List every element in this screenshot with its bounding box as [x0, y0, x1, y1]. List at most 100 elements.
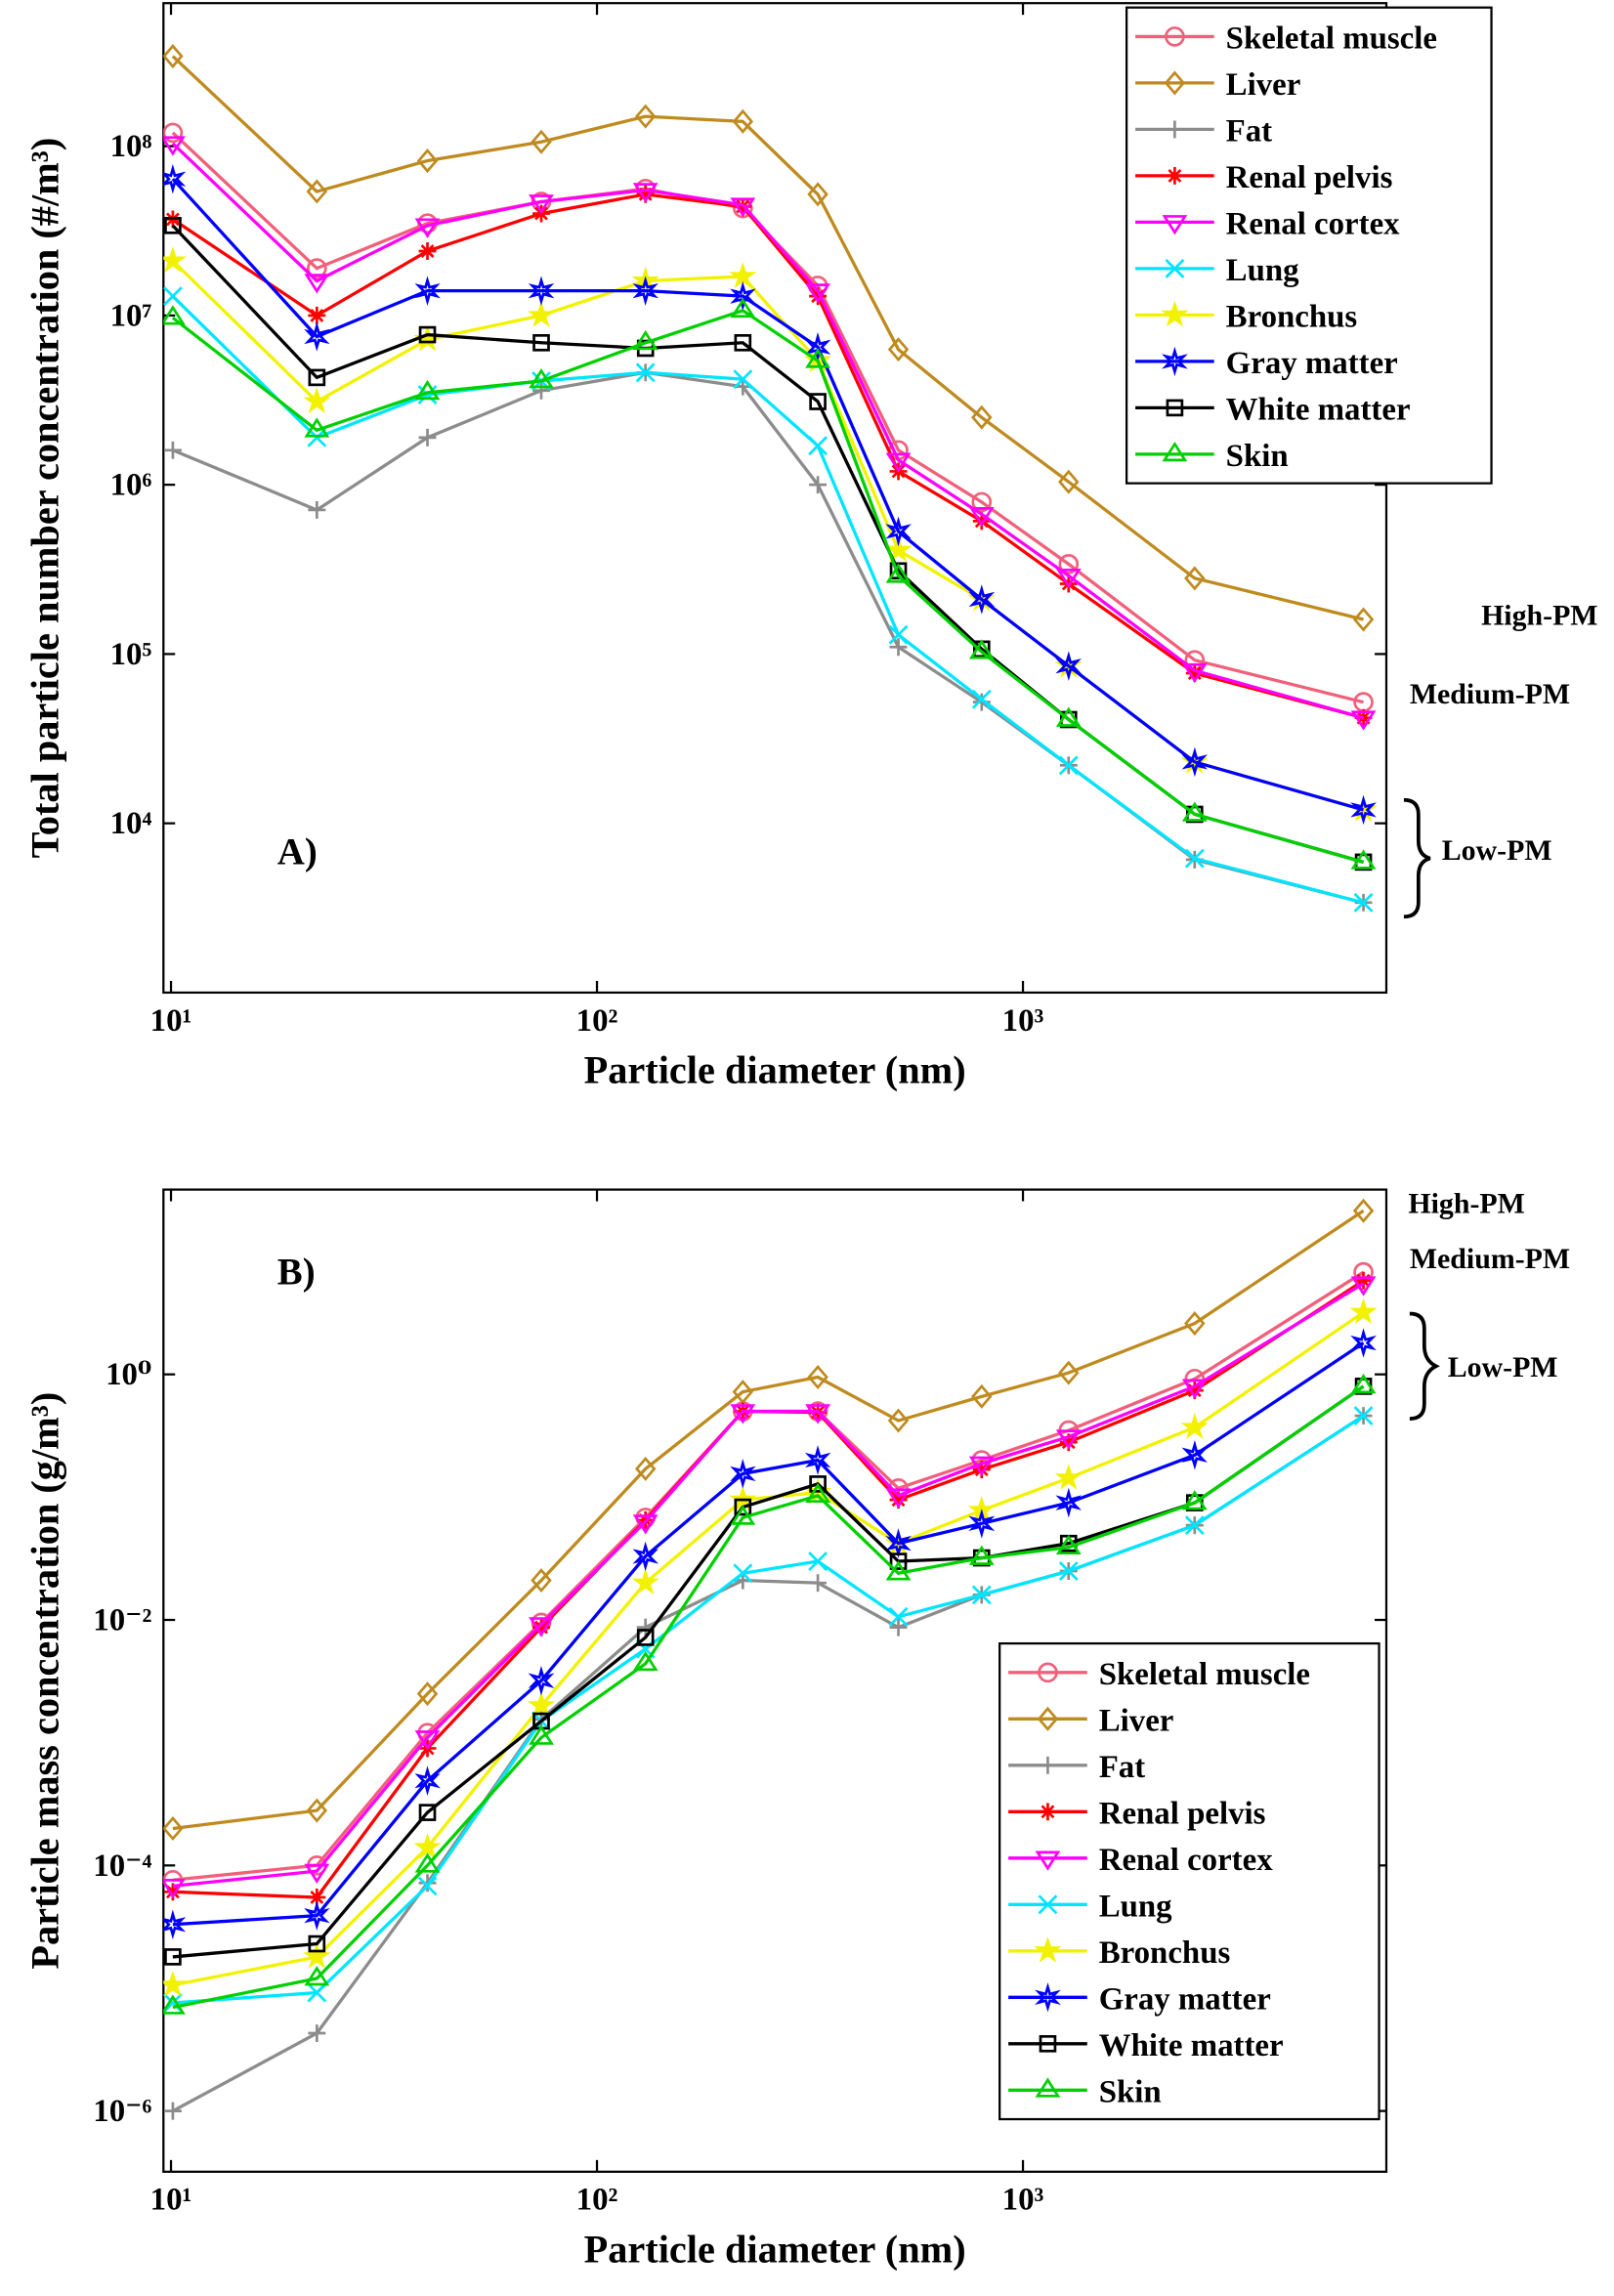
y-axis-label: Particle mass concentration (g/m³) [23, 1392, 67, 1970]
data-point [631, 1568, 659, 1595]
series [163, 1328, 1377, 1940]
data-point [971, 689, 992, 709]
data-point [163, 286, 183, 307]
series [163, 286, 1374, 913]
annotation: Medium-PM [1410, 1243, 1570, 1275]
data-point [418, 1874, 437, 1892]
series [163, 44, 1375, 632]
legend-marker [1165, 259, 1185, 278]
data-point [888, 624, 909, 645]
data-point [304, 1966, 330, 1986]
data-point [531, 129, 552, 154]
data-point [163, 1994, 186, 2015]
data-point [1055, 1429, 1082, 1450]
data-point [528, 1665, 555, 1696]
data-point [1184, 848, 1205, 869]
data-point [163, 1815, 184, 1842]
data-point [418, 428, 437, 446]
data-point [971, 1383, 993, 1409]
legend-marker [1035, 1982, 1061, 2013]
legend-label: White matter [1226, 392, 1411, 427]
legend-marker [1035, 1850, 1061, 1871]
y-tick-label: 10⁴ [110, 806, 152, 841]
data-point [734, 334, 752, 352]
data-point [1352, 607, 1375, 632]
data-point [416, 1681, 439, 1707]
data-point [730, 280, 756, 312]
data-point [414, 1765, 441, 1796]
series-line [172, 1341, 1365, 1927]
legend-label: Lung [1226, 253, 1299, 288]
data-point [804, 1445, 831, 1475]
legend-label: Renal pelvis [1226, 160, 1393, 195]
data-point [163, 1883, 182, 1901]
data-point [163, 1971, 187, 1997]
data-point [308, 1888, 326, 1906]
x-tick-label: 10² [576, 1003, 618, 1039]
data-point [632, 183, 658, 203]
data-point [889, 638, 908, 657]
annotation: Medium-PM [1410, 678, 1570, 710]
series [163, 163, 1377, 826]
data-point [1181, 801, 1208, 822]
data-point [730, 1505, 756, 1525]
data-point [968, 1545, 995, 1565]
series-line [172, 1209, 1365, 1831]
data-point [1055, 651, 1082, 681]
data-point [1055, 568, 1082, 589]
y-tick-label: 10⁻⁴ [93, 1849, 151, 1884]
data-point [729, 262, 757, 289]
y-tick-label: 10⁵ [110, 637, 152, 672]
data-point [1354, 1271, 1373, 1290]
data-point [308, 1935, 326, 1953]
series [163, 297, 1377, 870]
series-line [171, 192, 1364, 720]
data-point [808, 1552, 828, 1571]
data-point [968, 1456, 995, 1476]
data-point [632, 276, 659, 306]
data-point [307, 427, 327, 447]
legend-label: Skin [1226, 439, 1289, 474]
y-tick-label: 10⁶ [110, 468, 152, 503]
data-point [968, 506, 995, 528]
data-point [529, 1724, 554, 1745]
data-point [636, 185, 655, 203]
data-point [730, 197, 756, 218]
data-point [1350, 1328, 1377, 1358]
data-point [308, 306, 326, 324]
legend-marker [1166, 166, 1184, 185]
data-point [304, 274, 330, 294]
data-point [304, 1900, 330, 1931]
data-point [163, 2102, 182, 2120]
y-tick-label: 10⁻⁶ [93, 2094, 151, 2129]
series-line [172, 1282, 1365, 1888]
data-point [1185, 664, 1204, 683]
data-point [418, 242, 437, 260]
annotation: Low-PM [1442, 834, 1552, 867]
series-line [171, 178, 1364, 812]
annotation: A) [277, 830, 318, 872]
legend-marker [1039, 1803, 1057, 1821]
data-point [164, 1948, 182, 1966]
data-point [416, 149, 439, 174]
data-point [809, 393, 827, 410]
data-point [417, 385, 438, 404]
data-point [887, 1408, 910, 1433]
plot-frame [162, 2, 1388, 995]
data-point [418, 325, 437, 344]
data-point [888, 1606, 909, 1627]
data-point [636, 1629, 655, 1646]
legend-marker [1166, 120, 1184, 139]
data-point [635, 362, 656, 383]
data-point [971, 491, 993, 513]
data-point [885, 1560, 912, 1581]
low-pm-brace [1409, 1311, 1440, 1421]
data-point [307, 258, 327, 278]
annotation: High-PM [1408, 1187, 1524, 1219]
data-point [733, 1563, 753, 1584]
data-point [884, 535, 913, 563]
x-axis-label: Particle diameter (nm) [584, 2227, 966, 2271]
legend-marker [1034, 1936, 1062, 1963]
data-point [527, 1691, 556, 1718]
